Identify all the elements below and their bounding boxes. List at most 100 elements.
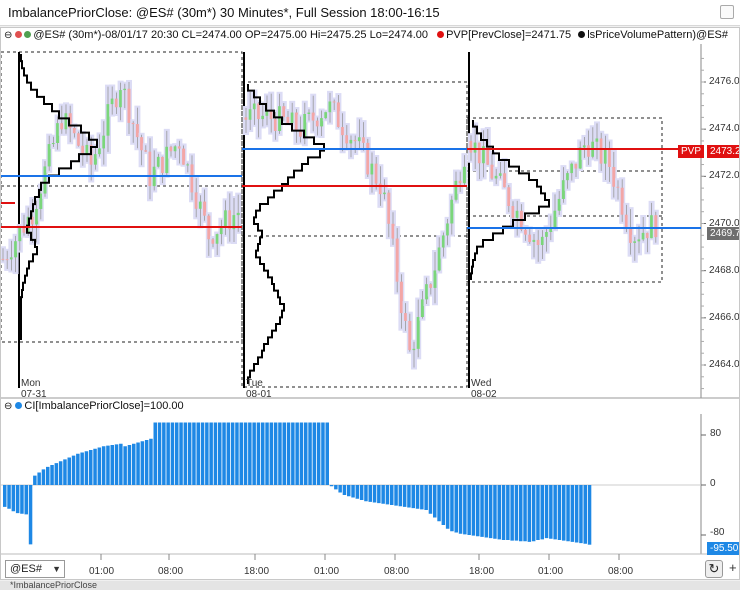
- ci-bar: [15, 485, 20, 514]
- candle-body: [190, 164, 194, 193]
- time-label: 01:00: [538, 566, 564, 577]
- ci-bar: [428, 485, 433, 514]
- ci-bar: [230, 422, 235, 485]
- pattern-legend-text: lsPriceVolumePattern)@ES#: [587, 29, 729, 41]
- session-box: [466, 117, 663, 283]
- collapse-icon[interactable]: ⊖: [4, 30, 13, 41]
- add-button[interactable]: +: [729, 560, 737, 575]
- ci-bar: [93, 448, 97, 485]
- ci-bar: [316, 422, 321, 485]
- candle-body: [328, 101, 332, 113]
- candle-body: [85, 144, 89, 154]
- candle-body: [123, 88, 127, 91]
- ci-bar: [97, 447, 102, 485]
- ci-bar: [41, 469, 46, 485]
- candle-body: [77, 133, 81, 146]
- candle-body: [374, 163, 378, 184]
- candle-body: [219, 226, 223, 235]
- ci-bar: [488, 485, 493, 539]
- candle-body: [43, 166, 47, 194]
- close-window-icon[interactable]: [720, 5, 734, 19]
- candle-body: [252, 103, 256, 110]
- ci-bar: [140, 441, 145, 485]
- candle-body: [169, 146, 173, 152]
- candle-body: [315, 120, 319, 127]
- collapse-icon-2[interactable]: ⊖: [4, 401, 13, 412]
- ci-axis-label-0: 0: [710, 478, 716, 489]
- candle-body: [156, 156, 160, 167]
- candle-body: [224, 210, 228, 227]
- candle-body: [515, 210, 519, 218]
- ci-bar: [243, 422, 248, 485]
- ci-bar: [553, 485, 557, 540]
- candle-body: [47, 144, 51, 167]
- ci-bar: [381, 485, 385, 504]
- ci-bar: [562, 485, 566, 541]
- candle-body: [378, 183, 382, 195]
- chart-window[interactable]: ⊖ @ES# (30m*)-08/01/17 20:30 CL=2474.00 O…: [0, 27, 740, 580]
- ci-bar: [110, 445, 114, 485]
- candle-shadow: [1, 246, 6, 264]
- chevron-down-icon[interactable]: ▼: [52, 564, 61, 574]
- ci-bar: [476, 485, 480, 537]
- price-axis-label: 2464.00: [709, 359, 740, 370]
- candle-body: [148, 151, 152, 187]
- candle-body: [173, 146, 177, 152]
- ci-bar: [549, 485, 553, 539]
- candle-body: [349, 139, 353, 144]
- candle-body: [324, 112, 328, 119]
- volume-profile: [20, 54, 98, 340]
- ci-bar: [385, 485, 390, 505]
- ci-bar: [213, 422, 218, 485]
- ci-bar: [261, 422, 265, 485]
- ci-bar: [200, 422, 205, 485]
- candle-body: [553, 210, 557, 228]
- candle-body: [353, 139, 357, 142]
- indicator-color-icon: [15, 402, 23, 409]
- ci-bar: [390, 485, 394, 505]
- candle-body: [106, 104, 110, 136]
- ci-bar: [325, 422, 329, 485]
- candle-body: [566, 173, 570, 181]
- candle-body: [557, 198, 561, 211]
- symbol-dropdown[interactable]: @ES# ▼: [5, 560, 65, 578]
- candle-body: [561, 180, 565, 199]
- candle-body: [570, 163, 574, 174]
- candle-body: [490, 164, 494, 179]
- candle-body: [261, 115, 265, 120]
- ci-bar: [334, 485, 338, 490]
- candle-body: [215, 234, 219, 244]
- price-axis-label: 2470.00: [709, 217, 740, 229]
- candle-body: [399, 281, 403, 314]
- candle-body: [420, 299, 424, 317]
- candle-body: [462, 166, 466, 184]
- candle-body: [370, 163, 374, 175]
- candle-body: [620, 187, 624, 215]
- pvp-tag-value: 2473.2: [707, 145, 739, 158]
- tab-imbalancepriorclose[interactable]: *ImbalancePriorClose: [10, 581, 98, 590]
- candle-body: [482, 146, 486, 164]
- session-box: [1, 51, 243, 343]
- candle-body: [22, 227, 26, 233]
- ci-bar: [467, 485, 471, 535]
- chart-canvas[interactable]: [1, 28, 740, 580]
- candle-body: [641, 232, 645, 240]
- candle-body: [603, 148, 607, 164]
- ci-bar: [205, 422, 209, 485]
- candle-body: [5, 259, 9, 261]
- candle-body: [286, 116, 290, 123]
- candle-body: [486, 146, 490, 165]
- symbol-value: @ES#: [10, 563, 42, 575]
- refresh-button[interactable]: ↻: [705, 560, 723, 578]
- candle-body: [282, 106, 286, 117]
- ci-bar: [583, 485, 587, 544]
- ci-bar: [514, 485, 519, 541]
- refresh-icon: ↻: [708, 561, 720, 576]
- day-label-wed: Wed 08-02: [471, 378, 497, 400]
- candle-body: [64, 113, 68, 130]
- candle-body: [450, 199, 454, 224]
- ci-bar: [76, 453, 80, 485]
- ci-value-tag: -95.50: [707, 542, 739, 555]
- ci-bar: [282, 422, 286, 485]
- ci-bar: [54, 463, 59, 485]
